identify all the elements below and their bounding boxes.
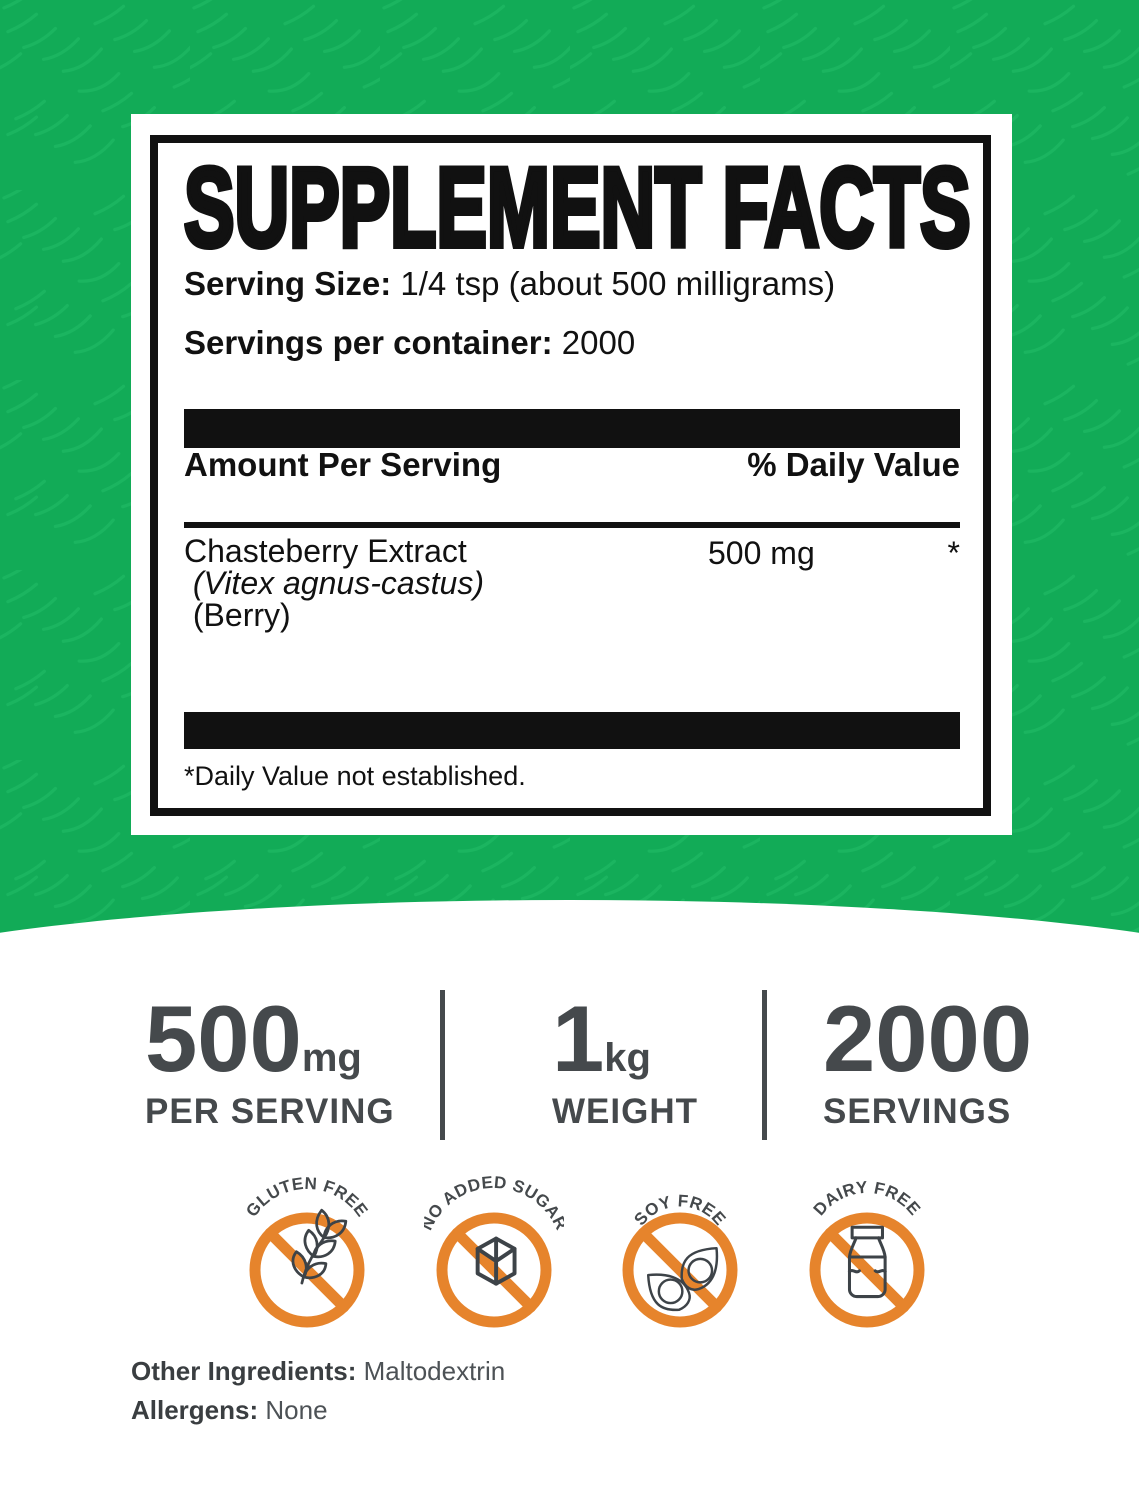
svg-text:NO ADDED SUGAR: NO ADDED SUGAR bbox=[424, 1173, 564, 1233]
svg-text:SOY FREE: SOY FREE bbox=[631, 1191, 730, 1229]
